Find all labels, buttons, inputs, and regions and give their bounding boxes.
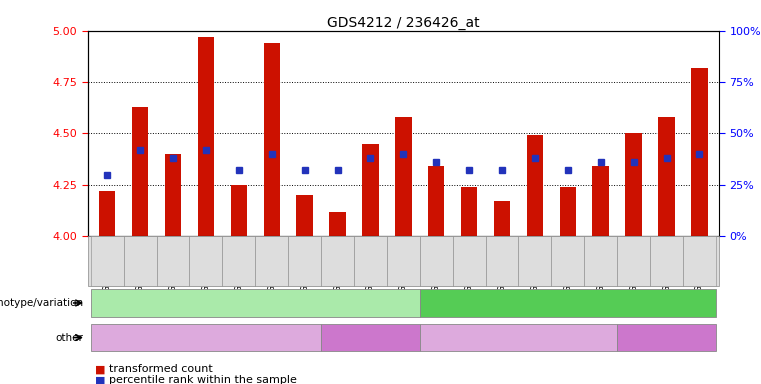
Bar [691, 68, 708, 236]
Text: genotype/variation: genotype/variation [0, 298, 84, 308]
Text: no prior teatment: no prior teatment [160, 333, 252, 343]
Bar [461, 187, 477, 236]
Text: no prior teatment: no prior teatment [473, 333, 565, 343]
Bar [658, 117, 675, 236]
Text: prior treatment: prior treatment [330, 333, 411, 343]
Bar [593, 166, 609, 236]
Bar [362, 144, 379, 236]
Text: prior treatment: prior treatment [626, 333, 707, 343]
Bar [527, 136, 543, 236]
Bar [231, 185, 247, 236]
Text: transformed count: transformed count [109, 364, 212, 374]
Bar [99, 191, 116, 236]
Text: del11q: del11q [236, 298, 275, 308]
Bar [494, 201, 510, 236]
Bar [626, 133, 642, 236]
Bar [297, 195, 313, 236]
Bar [395, 117, 412, 236]
Bar [165, 154, 181, 236]
Bar [132, 107, 148, 236]
Bar [198, 37, 214, 236]
Text: percentile rank within the sample: percentile rank within the sample [109, 375, 297, 384]
Bar [330, 212, 345, 236]
Text: non-del11q: non-del11q [537, 298, 600, 308]
Bar [428, 166, 444, 236]
Title: GDS4212 / 236426_at: GDS4212 / 236426_at [327, 16, 479, 30]
Bar [559, 187, 576, 236]
Text: ■: ■ [95, 364, 106, 374]
Text: ■: ■ [95, 375, 106, 384]
Text: other: other [56, 333, 84, 343]
Bar [263, 43, 280, 236]
